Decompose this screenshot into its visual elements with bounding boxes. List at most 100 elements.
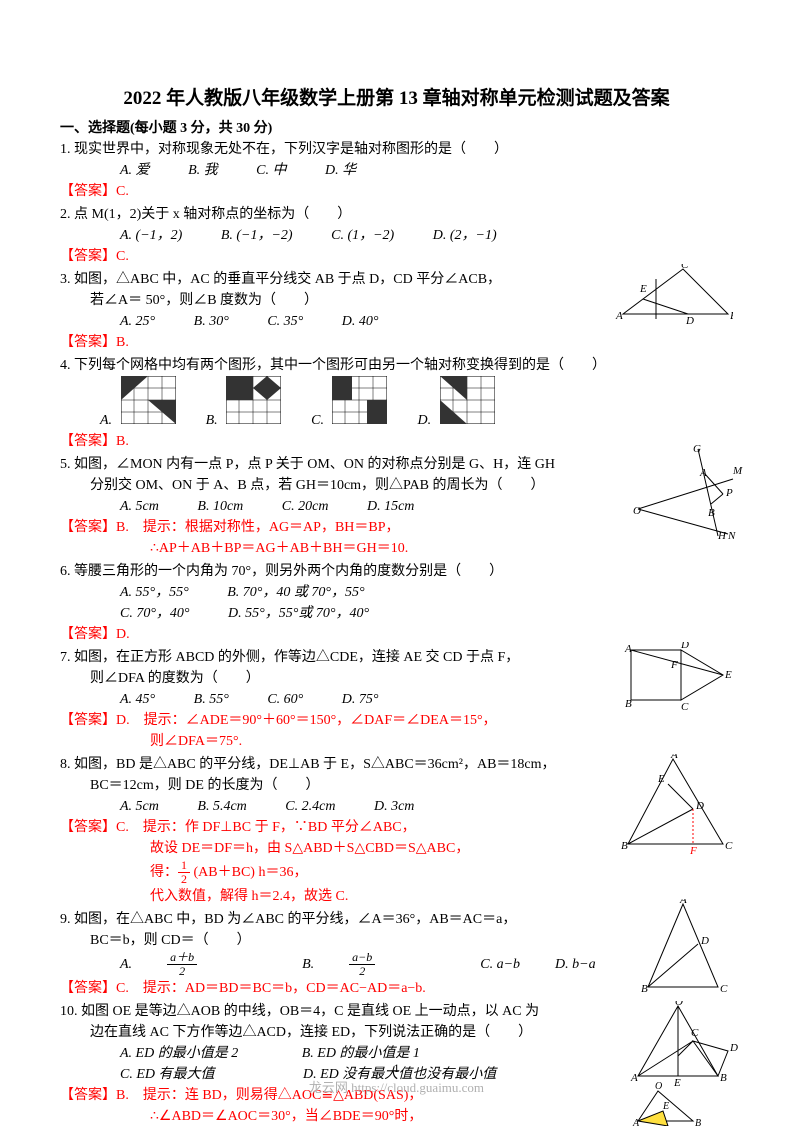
- q4-gridD: [440, 376, 495, 424]
- svg-text:F: F: [689, 845, 697, 854]
- q8-optD: D. 3cm: [374, 796, 414, 817]
- svg-text:A: A: [624, 643, 632, 655]
- svg-text:D: D: [680, 642, 689, 651]
- q2-optA: A. (−1，2): [120, 225, 182, 246]
- q2-optD: D. (2，−1): [433, 225, 497, 246]
- q7-optD: D. 75°: [342, 689, 379, 710]
- question-8: A B C D E F 8. 如图，BD 是△ABC 的平分线，DE⊥AB 于 …: [60, 754, 733, 907]
- svg-text:D: D: [729, 1042, 738, 1054]
- svg-text:E: E: [662, 1101, 669, 1112]
- svg-text:B: B: [621, 840, 628, 852]
- svg-text:D: D: [685, 315, 694, 324]
- q2-options: A. (−1，2) B. (−1，−2) C. (1，−2) D. (2，−1): [60, 225, 733, 246]
- q5-optC: C. 20cm: [282, 496, 329, 517]
- q8-diagram: A B C D E F: [613, 754, 733, 861]
- svg-text:A: A: [615, 310, 623, 322]
- q3-optC: C. 35°: [267, 311, 303, 332]
- svg-text:O: O: [675, 1001, 683, 1008]
- q2-optB: B. (−1，−2): [221, 225, 293, 246]
- svg-text:O: O: [633, 505, 641, 517]
- q2-optC: C. (1，−2): [331, 225, 394, 246]
- svg-text:A: A: [632, 1118, 640, 1126]
- svg-text:M: M: [732, 465, 743, 477]
- q4-gridA: [121, 376, 176, 424]
- question-9: A B C D 9. 如图，在△ABC 中，BD 为∠ABC 的平分线，∠A＝3…: [60, 909, 733, 999]
- q2-text: 2. 点 M(1，2)关于 x 轴对称点的坐标为（ ）: [60, 204, 733, 225]
- svg-text:E: E: [639, 283, 647, 295]
- q6-options: A. 55°，55° B. 70°，40 或 70°，55°: [60, 582, 733, 603]
- svg-text:C: C: [691, 1027, 699, 1039]
- svg-text:B: B: [641, 983, 648, 994]
- q5-optA: A. 5cm: [120, 496, 159, 517]
- q7-diagram: A D B C E F: [623, 642, 733, 719]
- svg-text:B: B: [708, 507, 715, 519]
- svg-text:D: D: [700, 935, 709, 947]
- q1-optC: C. 中: [256, 160, 286, 181]
- svg-text:C: C: [681, 701, 689, 712]
- q5-optD: D. 15cm: [367, 496, 414, 517]
- footer-watermark: 龙云网 https://cloud.guaimu.com: [0, 1078, 793, 1098]
- svg-text:A: A: [699, 467, 707, 479]
- q8-optB: B. 5.4cm: [197, 796, 246, 817]
- q4-options: A. B. C. D.: [60, 376, 733, 431]
- q5-optB: B. 10cm: [197, 496, 243, 517]
- svg-text:B: B: [625, 698, 632, 710]
- question-7: A D B C E F 7. 如图，在正方形 ABCD 的外侧，作等边△CDE，…: [60, 647, 733, 752]
- q7-answer2: 则∠DFA＝75°.: [60, 731, 733, 752]
- section-header: 一、选择题(每小题 3 分，共 30 分): [60, 118, 733, 139]
- q1-optB: B. 我: [188, 160, 218, 181]
- svg-text:P: P: [725, 487, 733, 499]
- q3-optA: A. 25°: [120, 311, 155, 332]
- q8-answer3: 得：12 (AB＋BC) h＝36，: [60, 859, 733, 886]
- q6-optD: D. 55°，55°或 70°，40°: [228, 603, 369, 624]
- svg-text:H: H: [717, 530, 727, 539]
- q6-optC: C. 70°，40°: [120, 603, 190, 624]
- svg-text:A: A: [670, 754, 678, 761]
- q4-labB: B.: [206, 413, 218, 428]
- svg-text:C: C: [681, 264, 689, 271]
- svg-text:A: A: [679, 899, 687, 906]
- q3-optB: B. 30°: [194, 311, 229, 332]
- q8-optC: C. 2.4cm: [285, 796, 335, 817]
- q6-options2: C. 70°，40° D. 55°，55°或 70°，40°: [60, 603, 733, 624]
- q4-labA: A.: [100, 413, 112, 428]
- q3-diagram: A C B D E: [613, 264, 733, 331]
- q9-optC: C. a−b: [480, 954, 520, 975]
- q4-text: 4. 下列每个网格中均有两个图形，其中一个图形可由另一个轴对称变换得到的是（ ）: [60, 355, 733, 376]
- question-6: 6. 等腰三角形的一个内角为 70°，则另外两个内角的度数分别是（ ） A. 5…: [60, 561, 733, 645]
- q7-optA: A. 45°: [120, 689, 155, 710]
- q9-diagram: A B C D: [633, 899, 733, 1001]
- question-1: 1. 现实世界中，对称现象无处不在，下列汉字是轴对称图形的是（ ） A. 爱 B…: [60, 139, 733, 202]
- svg-text:B: B: [730, 310, 733, 322]
- svg-text:E: E: [657, 773, 665, 785]
- page-title: 2022 年人教版八年级数学上册第 13 章轴对称单元检测试题及答案: [60, 85, 733, 114]
- q1-text: 1. 现实世界中，对称现象无处不在，下列汉字是轴对称图形的是（ ）: [60, 139, 733, 160]
- q5-diagram: O G M P A B N H: [633, 444, 743, 546]
- q4-gridC: [332, 376, 387, 424]
- svg-text:C: C: [725, 840, 733, 852]
- q1-answer: 【答案】C.: [60, 181, 733, 202]
- q6-text: 6. 等腰三角形的一个内角为 70°，则另外两个内角的度数分别是（ ）: [60, 561, 733, 582]
- question-2: 2. 点 M(1，2)关于 x 轴对称点的坐标为（ ） A. (−1，2) B.…: [60, 204, 733, 267]
- q1-optD: D. 华: [325, 160, 356, 181]
- q6-optB: B. 70°，40 或 70°，55°: [227, 582, 364, 603]
- q4-labC: C.: [311, 413, 324, 428]
- q4-labD: D.: [417, 413, 431, 428]
- q6-optA: A. 55°，55°: [120, 582, 189, 603]
- q1-options: A. 爱 B. 我 C. 中 D. 华: [60, 160, 733, 181]
- question-5: O G M P A B N H 5. 如图，∠MON 内有一点 P，点 P 关于…: [60, 454, 733, 559]
- q3-answer: 【答案】B.: [60, 332, 733, 353]
- q4-gridB: [226, 376, 281, 424]
- svg-text:N: N: [727, 530, 736, 539]
- q1-optA: A. 爱: [120, 160, 150, 181]
- q9-optB-pre: B.: [302, 954, 314, 975]
- svg-text:D: D: [695, 800, 704, 812]
- svg-text:G: G: [693, 444, 701, 455]
- q3-optD: D. 40°: [342, 311, 379, 332]
- svg-text:C: C: [720, 983, 728, 994]
- question-4: 4. 下列每个网格中均有两个图形，其中一个图形可由另一个轴对称变换得到的是（ ）…: [60, 355, 733, 452]
- q9-optA-pre: A.: [120, 954, 132, 975]
- svg-text:B: B: [695, 1118, 701, 1126]
- q7-optB: B. 55°: [194, 689, 229, 710]
- question-3: A C B D E 3. 如图，△ABC 中，AC 的垂直平分线交 AB 于点 …: [60, 269, 733, 353]
